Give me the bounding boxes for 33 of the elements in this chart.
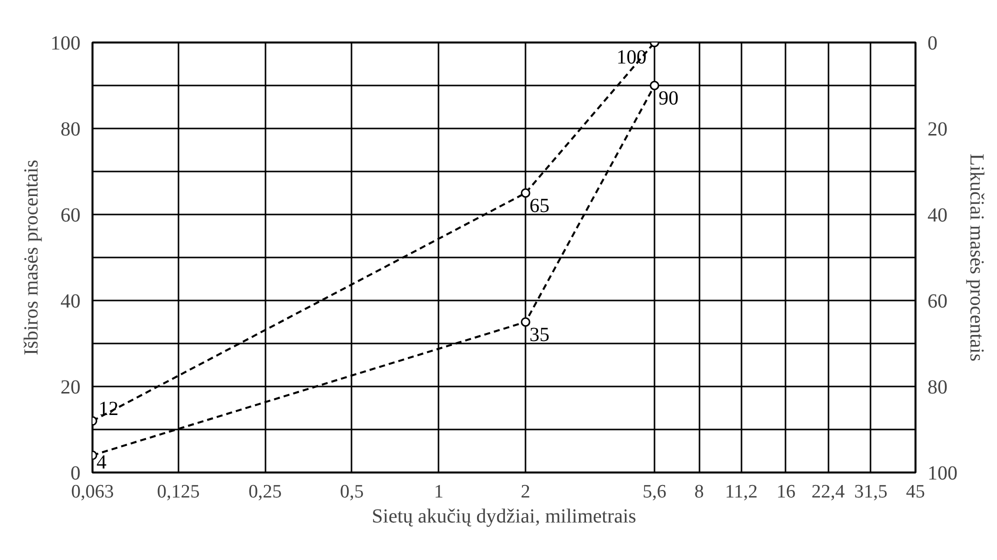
x-axis-title: Sietų akučių dydžiai, milimetrais: [372, 506, 636, 528]
x-tick-label: 0,125: [156, 482, 200, 502]
y-axis-title: Išbiros masės procentais: [20, 160, 42, 356]
y2-tick-label: 40: [928, 204, 948, 226]
y2-axis-title: Likučiai masės procentais: [966, 154, 988, 362]
y-tick-label: 100: [50, 32, 80, 54]
y-tick-label: 80: [60, 118, 80, 140]
x-tick-label: 0,5: [340, 482, 364, 502]
data-label: 35: [530, 324, 550, 346]
x-tick-label: 0,063: [71, 482, 114, 502]
y-tick-label: 60: [60, 204, 80, 226]
x-tick-label: 31,5: [854, 482, 888, 502]
y2-tick-label: 80: [928, 376, 948, 398]
x-tick-label: 5,6: [642, 482, 666, 502]
x-tick-label: 45: [906, 482, 925, 502]
data-label: 4: [96, 451, 106, 474]
x-tick-label: 2: [520, 482, 530, 502]
x-tick-label: 11,2: [725, 482, 758, 502]
x-tick-label: 8: [694, 482, 704, 502]
y-tick-label: 0: [70, 462, 80, 484]
x-tick-label: 22,4: [812, 482, 846, 502]
data-label: 90: [658, 88, 679, 110]
y-tick-label: 40: [60, 290, 80, 312]
data-label: 65: [530, 195, 550, 217]
y-tick-label: 20: [60, 376, 80, 398]
x-tick-label: 1: [434, 482, 444, 502]
x-tick-label: 16: [776, 482, 796, 502]
y2-tick-label: 20: [928, 118, 948, 140]
x-tick-label: 0,25: [248, 482, 282, 502]
y2-tick-label: 100: [928, 462, 958, 484]
y2-tick-label: 60: [928, 290, 948, 312]
y2-tick-label: 0: [928, 32, 938, 54]
data-label: 100: [616, 46, 647, 68]
